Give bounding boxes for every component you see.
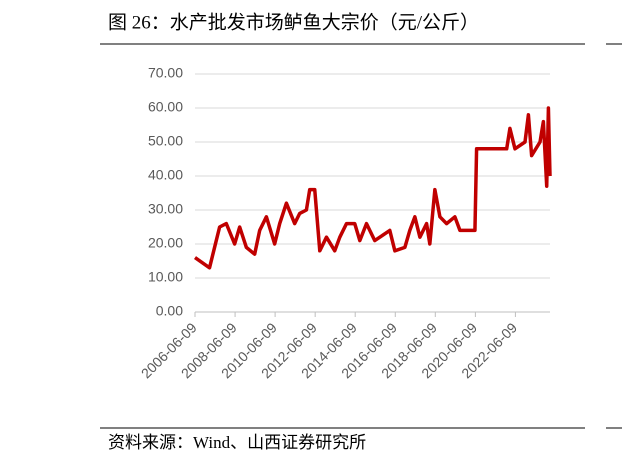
y-tick-label: 30.00 [148,201,183,217]
chart-title: 图 26：水产批发市场鲈鱼大宗价（元/公斤） [108,11,479,33]
y-tick-label: 60.00 [148,99,183,115]
source-note: 资料来源：Wind、山西证券研究所 [108,433,366,452]
data-line [193,106,552,270]
y-tick-label: 0.00 [156,303,183,319]
y-tick-label: 20.00 [148,235,183,251]
y-tick-label: 50.00 [148,133,183,149]
y-tick-label: 10.00 [148,269,183,285]
y-tick-label: 40.00 [148,167,183,183]
y-tick-label: 70.00 [148,65,183,81]
